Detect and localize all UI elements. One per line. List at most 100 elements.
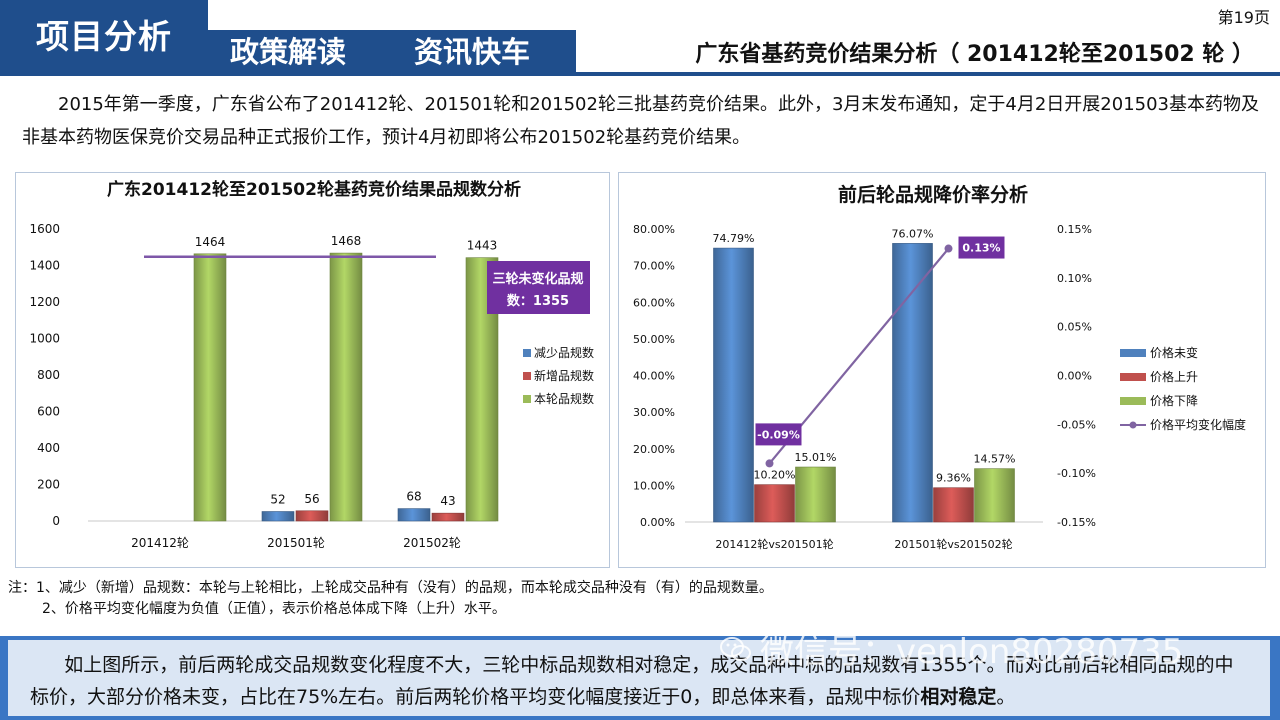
- data-label: 56: [304, 492, 319, 506]
- bar-2-1: [329, 252, 363, 522]
- annotation-box: [487, 261, 590, 314]
- footnotes: 注：1、减少（新增）品规数：本轮与上轮相比，上轮成交品种有（没有）的品规，而本轮…: [8, 578, 773, 620]
- chart-quantity-analysis: 广东201412轮至201502轮基药竞价结果品规数分析 0 200 400 600 80…: [29, 179, 594, 550]
- data-label: 9.36%: [936, 472, 971, 485]
- x-tick-label: 201501轮vs201502轮: [894, 537, 1012, 551]
- annotation-line2: 数：1355: [507, 293, 569, 309]
- data-label: 15.01%: [795, 451, 837, 464]
- bar-1-0: [754, 484, 795, 523]
- tab-policy-reading[interactable]: 政策解读: [230, 35, 347, 69]
- y-right-tick-label: 0.00%: [1057, 370, 1092, 383]
- bar-0-2: [397, 508, 431, 522]
- legend-label: 新增品规数: [534, 368, 594, 383]
- page-title: 广东省基药竞价结果分析（ 201412轮至201502 轮 ）: [695, 42, 1254, 67]
- bar-0-0: [713, 247, 754, 523]
- chart-panel-left: 广东201412轮至201502轮基药竞价结果品规数分析 0 200 400 600 80…: [15, 172, 610, 568]
- data-label: 68: [406, 490, 421, 504]
- y-tick-label: 200: [37, 478, 60, 492]
- avg-change-label: 0.13%: [962, 242, 1000, 255]
- legend-swatch: [523, 395, 531, 403]
- y-right-tick-label: 0.15%: [1057, 223, 1092, 236]
- bar-2-1: [974, 468, 1015, 523]
- y-right-tick-label: 0.05%: [1057, 321, 1092, 334]
- legend-label: 价格上升: [1150, 369, 1198, 384]
- data-label: 10.20%: [754, 469, 796, 482]
- legend-label: 价格平均变化幅度: [1150, 417, 1246, 432]
- y-tick-label: 600: [37, 405, 60, 419]
- y-left-tick-label: 10.00%: [633, 479, 675, 492]
- bar-1-1: [295, 510, 329, 522]
- y-left-tick-label: 50.00%: [633, 333, 675, 346]
- data-label: 76.07%: [892, 227, 934, 240]
- y-right-tick-label: -0.10%: [1057, 467, 1096, 480]
- avg-change-point: [944, 244, 953, 253]
- y-tick-label: 0: [52, 514, 60, 528]
- intro-paragraph: 2015年第一季度，广东省公布了201412轮、201501轮和201502轮三…: [22, 94, 1260, 148]
- x-tick-label: 201412轮vs201501轮: [715, 537, 833, 551]
- summary-text-main: 如上图所示，前后两轮成交品规数变化程度不大，三轮中标品规数相对稳定，成交品种中标…: [30, 654, 1234, 708]
- summary-text: 如上图所示，前后两轮成交品规数变化程度不大，三轮中标品规数相对稳定，成交品种中标…: [30, 649, 1250, 713]
- wechat-icon: [720, 637, 751, 661]
- legend-line-marker: [1129, 421, 1137, 429]
- data-label: 52: [270, 493, 285, 507]
- bar-1-1: [933, 487, 974, 523]
- tab-project-analysis[interactable]: 项目分析: [0, 0, 208, 72]
- avg-change-label: -0.09%: [757, 428, 800, 441]
- y-right-tick-label: 0.10%: [1057, 272, 1092, 285]
- data-label: 1443: [467, 239, 498, 253]
- page-number: 第19页: [1217, 8, 1270, 27]
- legend-label: 减少品规数: [534, 345, 594, 360]
- summary-text-emphasis: 相对稳定: [920, 686, 997, 708]
- legend-swatch: [523, 349, 531, 357]
- y-left-tick-label: 0.00%: [640, 516, 675, 529]
- y-tick-label: 1000: [29, 332, 60, 346]
- y-tick-label: 1200: [29, 295, 60, 309]
- bar-0-1: [261, 511, 295, 522]
- x-tick-label: 201412轮: [131, 536, 189, 550]
- avg-change-label-box: [755, 423, 802, 446]
- y-left-tick-label: 70.00%: [633, 260, 675, 273]
- tab-news-express[interactable]: 资讯快车: [414, 35, 531, 69]
- legend-label: 价格下降: [1150, 393, 1198, 408]
- chart-panel-right: 前后轮品规降价率分析 0.00% 10.00% 20.00% 30.00% 40.00% 5…: [618, 172, 1266, 568]
- y-left-tick-label: 80.00%: [633, 223, 675, 236]
- data-label: 14.57%: [974, 453, 1016, 466]
- data-label: 1464: [195, 235, 226, 249]
- footnote-1: 注：1、减少（新增）品规数：本轮与上轮相比，上轮成交品种有（没有）的品规，而本轮…: [8, 580, 773, 596]
- data-label: 43: [440, 494, 455, 508]
- data-label: 1468: [331, 234, 362, 248]
- avg-change-label-box: [958, 236, 1005, 259]
- watermark: 微信号：venlon80280735: [760, 632, 1184, 672]
- y-tick-label: 400: [37, 441, 60, 455]
- y-right-tick-label: -0.05%: [1057, 418, 1096, 431]
- sub-tab-bar: 政策解读 资讯快车: [208, 30, 576, 72]
- legend-label: 本轮品规数: [534, 391, 594, 406]
- bar-1-2: [431, 512, 465, 522]
- footnote-2: 2、价格平均变化幅度为负值（正值），表示价格总体成下降（上升）水平。: [42, 601, 506, 617]
- y-right-tick-label: -0.15%: [1057, 516, 1096, 529]
- y-left-tick-label: 20.00%: [633, 443, 675, 456]
- y-tick-label: 1400: [29, 259, 60, 273]
- legend-swatch: [1120, 397, 1146, 405]
- bar-0-1: [892, 243, 933, 523]
- data-label: 74.79%: [713, 232, 755, 245]
- chart-title: 广东201412轮至201502轮基药竞价结果品规数分析: [107, 179, 521, 200]
- header: 项目分析 政策解读 资讯快车 第19页 广东省基药竞价结果分析（ 201412轮…: [0, 0, 1280, 78]
- summary-box: 如上图所示，前后两轮成交品规数变化程度不大，三轮中标品规数相对稳定，成交品种中标…: [0, 636, 1280, 720]
- y-left-tick-label: 60.00%: [633, 296, 675, 309]
- bar-2-0: [795, 466, 836, 523]
- chart-title: 前后轮品规降价率分析: [838, 183, 1028, 206]
- summary-text-end: 。: [996, 686, 1016, 708]
- legend-swatch: [1120, 349, 1146, 357]
- bar-2-0: [193, 253, 227, 522]
- y-tick-label: 800: [37, 368, 60, 382]
- x-tick-label: 201501轮: [267, 536, 325, 550]
- x-tick-label: 201502轮: [403, 536, 461, 550]
- y-left-tick-label: 30.00%: [633, 406, 675, 419]
- avg-change-point: [765, 459, 774, 468]
- y-left-tick-label: 40.00%: [633, 370, 675, 383]
- legend-swatch: [1120, 373, 1146, 381]
- annotation-line1: 三轮未变化品规: [492, 271, 583, 287]
- legend-label: 价格未变: [1150, 345, 1198, 360]
- legend-swatch: [523, 372, 531, 380]
